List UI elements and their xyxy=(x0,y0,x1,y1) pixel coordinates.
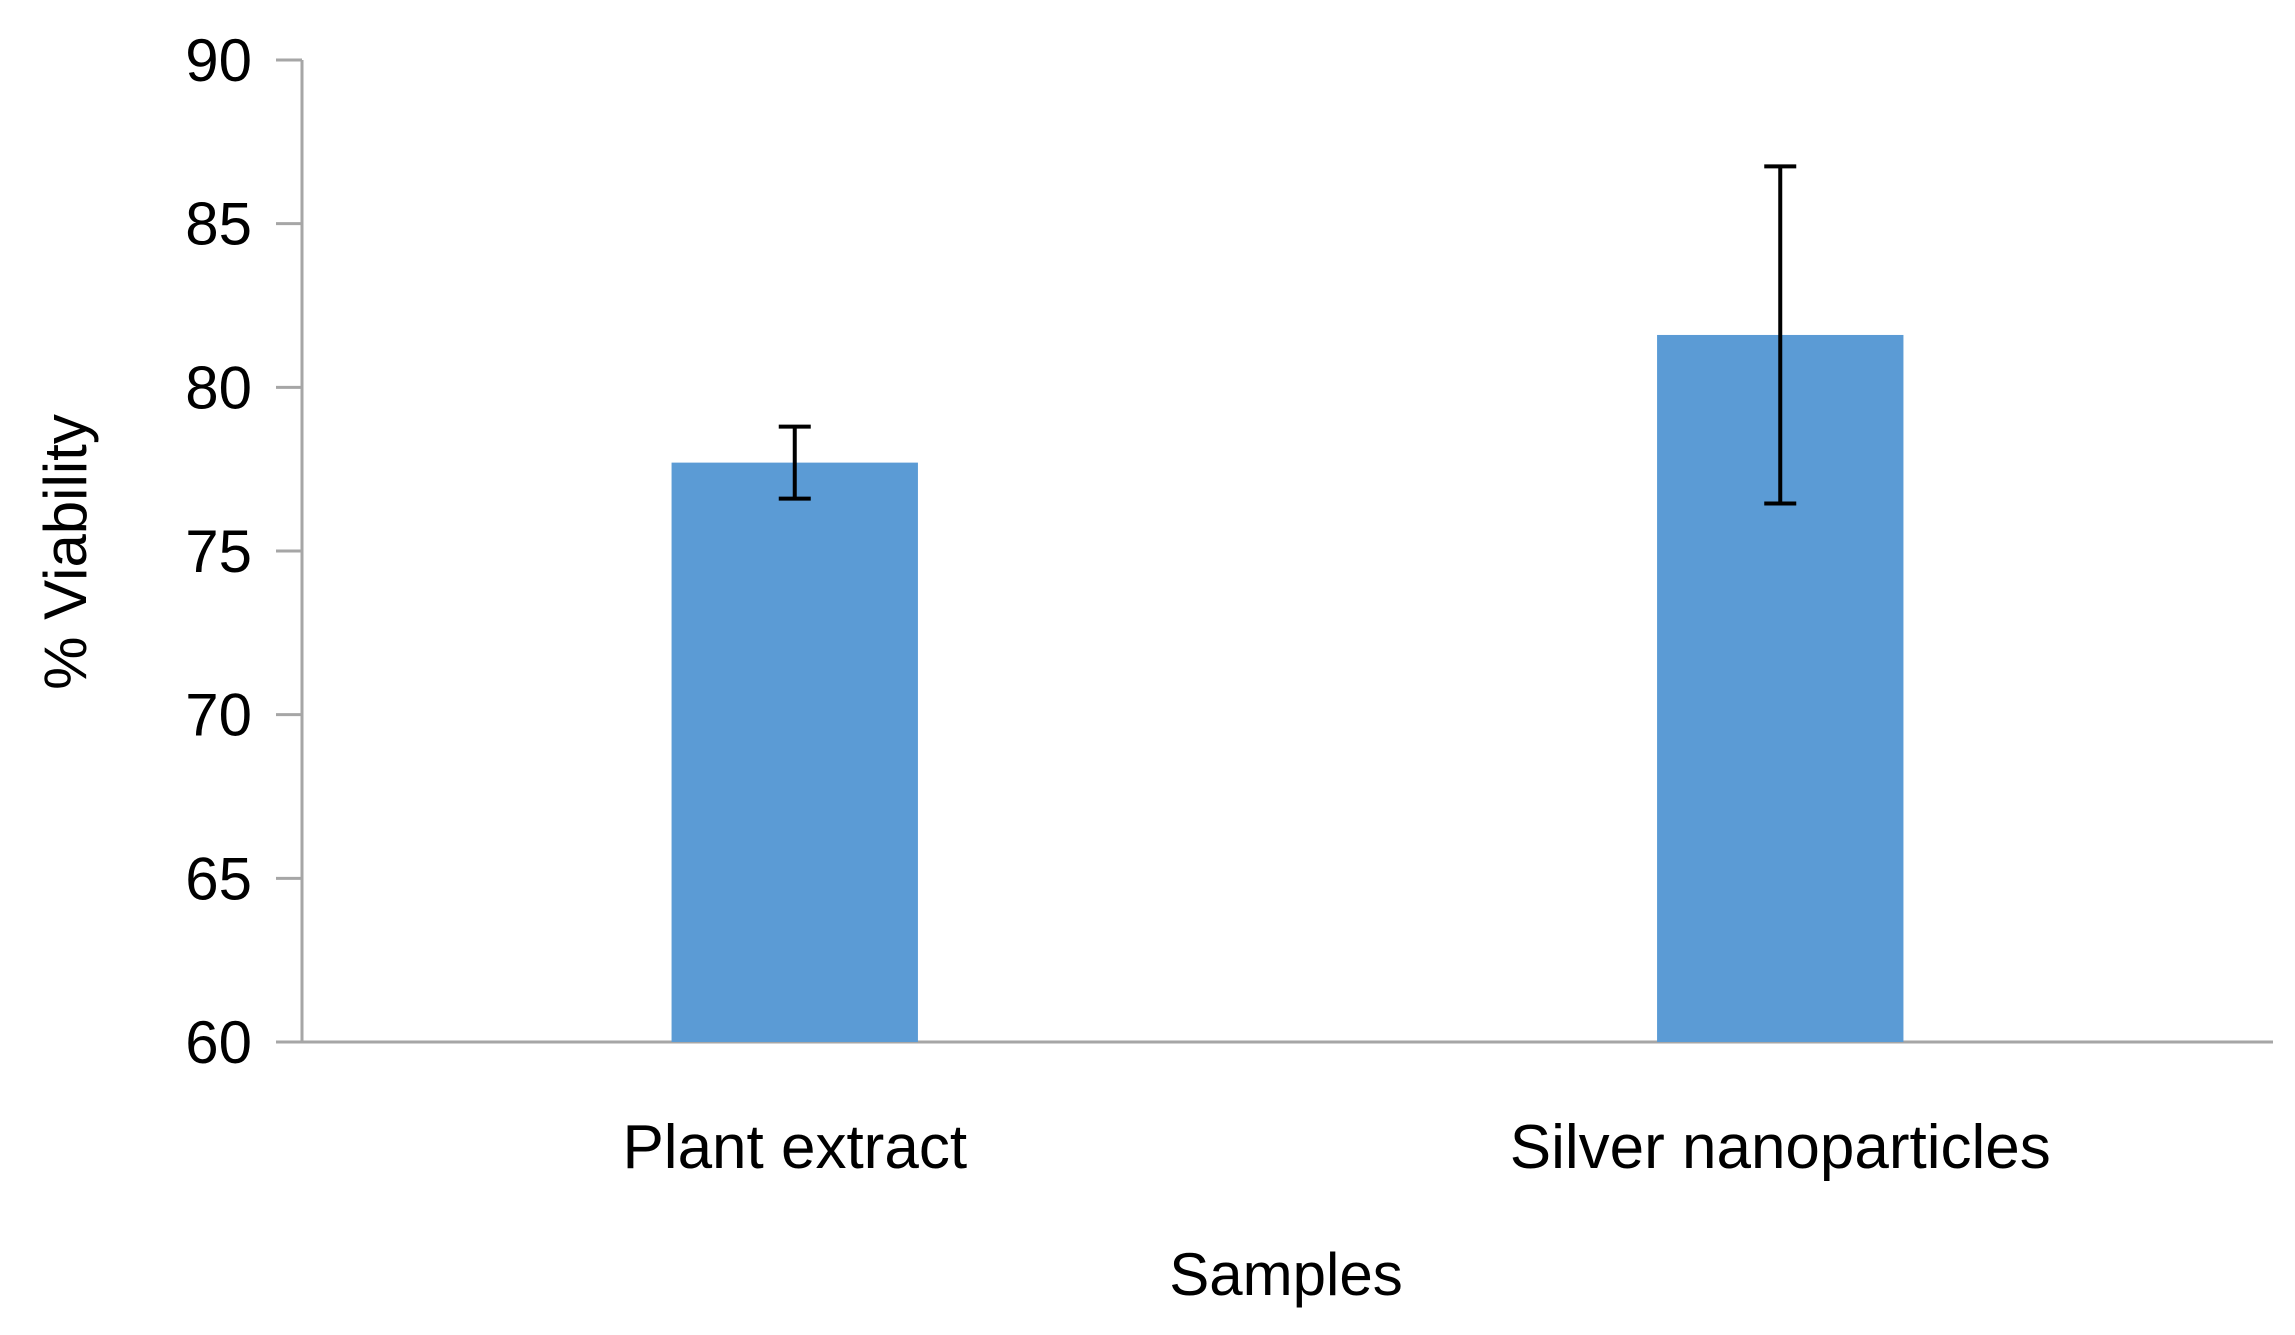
x-tick-label: Plant extract xyxy=(622,1113,967,1182)
x-tick-label: Silver nanoparticles xyxy=(1510,1113,2051,1182)
x-axis-title: Samples xyxy=(1169,1241,1402,1308)
y-tick-label: 75 xyxy=(185,518,252,585)
y-tick-label: 70 xyxy=(185,682,252,749)
y-axis-title: % Viability xyxy=(32,414,99,690)
y-tick-label: 80 xyxy=(185,354,252,421)
y-tick-label: 90 xyxy=(185,27,252,94)
bar-0 xyxy=(671,462,918,1042)
y-tick-label: 65 xyxy=(185,845,252,912)
y-tick-label: 60 xyxy=(185,1009,252,1076)
y-tick-label: 85 xyxy=(185,191,252,258)
